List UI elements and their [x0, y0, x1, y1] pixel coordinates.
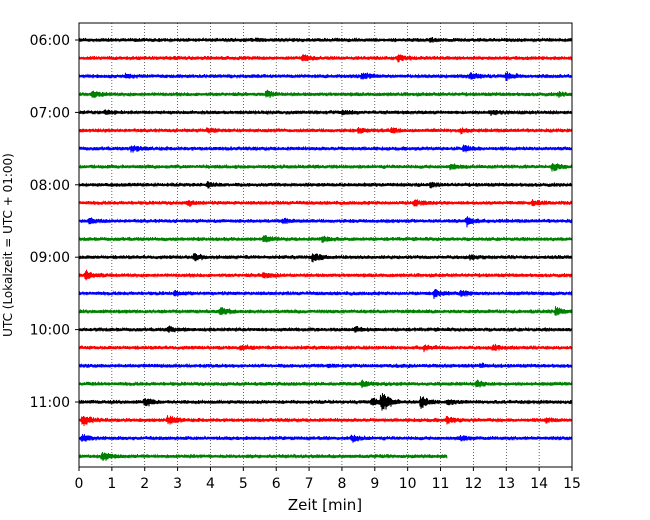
plot-frame: [78, 22, 573, 468]
trace-row-0945: [78, 306, 573, 316]
y-tick-label: 07:00: [30, 105, 70, 121]
x-axis-title: Zeit [min]: [288, 496, 362, 514]
trace-row-0815: [78, 199, 573, 207]
x-tick-label: 11: [432, 476, 450, 492]
x-tick-label: 3: [173, 476, 182, 492]
x-tick-label: 12: [464, 476, 482, 492]
x-tick-label: 14: [530, 476, 548, 492]
trace-row-1000: [78, 325, 573, 333]
x-tick-label: 7: [305, 476, 314, 492]
trace-row-0645: [78, 89, 573, 99]
y-tick-label: 10:00: [30, 323, 70, 339]
trace-row-0830: [78, 216, 573, 228]
x-tick-label: 5: [239, 476, 248, 492]
vertical-grid: [111, 23, 540, 467]
trace-row-0745: [78, 163, 573, 172]
y-tick-label: 09:00: [30, 250, 70, 266]
y-tick-label: 06:00: [30, 33, 70, 49]
y-tick-label: 08:00: [30, 178, 70, 194]
trace-row-1015: [78, 343, 573, 353]
x-tick-label: 6: [272, 476, 281, 492]
x-tick-label: 4: [206, 476, 215, 492]
trace-row-0930: [78, 288, 573, 300]
trace-row-0800: [78, 181, 573, 189]
trace-row-1100: [78, 393, 573, 411]
trace-row-0715: [78, 126, 573, 135]
trace-row-0615: [78, 54, 573, 63]
x-tick-label: 2: [140, 476, 149, 492]
trace-row-0600: [78, 37, 573, 43]
trace-row-0845: [78, 235, 573, 244]
x-tick-label: 8: [337, 476, 346, 492]
x-tick-label: 15: [563, 476, 581, 492]
trace-row-1145: [78, 451, 448, 462]
trace-row-1115: [78, 415, 573, 427]
seismogram-traces: [78, 37, 573, 462]
trace-row-0630: [78, 71, 573, 82]
trace-row-0700: [78, 109, 573, 116]
trace-row-0915: [78, 269, 573, 281]
y-axis-ticks: 06:00 07:00 08:00 09:00 10:00 11:00: [30, 33, 79, 411]
x-tick-label: 1: [107, 476, 116, 492]
trace-row-1130: [78, 434, 573, 443]
y-tick-label: 11:00: [30, 395, 70, 411]
trace-row-0900: [78, 253, 573, 263]
trace-row-0730: [78, 144, 573, 153]
x-tick-label: 10: [399, 476, 417, 492]
y-axis-title: UTC (Lokalzeit = UTC + 01:00): [1, 153, 15, 337]
trace-row-1045: [78, 379, 573, 389]
x-tick-label: 13: [497, 476, 515, 492]
x-tick-label: 9: [370, 476, 379, 492]
x-axis-ticks: 0 1 2 3 4 5 6 7 8 9 10 11 12 13 14 15: [75, 467, 581, 492]
x-tick-label: 0: [75, 476, 84, 492]
trace-row-1030: [78, 362, 573, 369]
